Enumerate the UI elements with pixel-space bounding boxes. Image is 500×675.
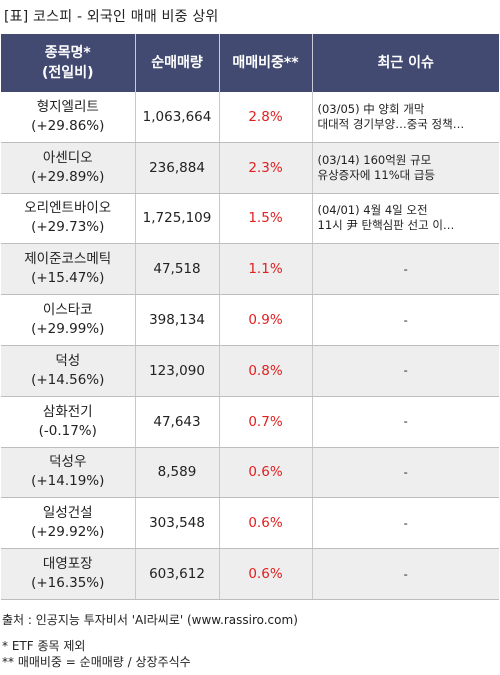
stock-change: (+29.99%) (31, 321, 105, 338)
stock-change: (+16.35%) (31, 575, 105, 592)
stock-name[interactable]: 제이준코스메틱 (24, 251, 112, 268)
ranking-table: 종목명* (전일비) 순매매량 매매비중** 최근 이슈 형지엘리트 (+29.8… (1, 34, 499, 600)
recent-issue: - (312, 548, 499, 600)
trade-ratio: 2.8% (219, 92, 313, 143)
stock-change: (+29.89%) (31, 168, 105, 185)
recent-issue: - (312, 447, 499, 499)
stock-change: (+14.56%) (31, 371, 105, 388)
trade-ratio: 0.6% (219, 497, 313, 550)
header-ratio: 매매비중** (219, 34, 313, 92)
recent-issue[interactable]: (03/14) 160억원 규모 유상증자에 11%대 급등 (312, 142, 499, 194)
stock-name[interactable]: 대영포장 (42, 556, 93, 573)
issue-line1: (03/05) 中 양회 개막 (317, 101, 425, 116)
trade-ratio: 0.9% (219, 294, 313, 346)
table-row: 덕성우 (+14.19%) 8,589 0.6% - (1, 447, 499, 499)
recent-issue: - (312, 243, 499, 296)
trade-ratio: 0.8% (219, 345, 313, 397)
stock-name[interactable]: 덕성우 (49, 454, 87, 471)
stock-name[interactable]: 형지엘리트 (36, 98, 99, 115)
issue-line2: 대대적 경기부양…중국 정책… (317, 116, 465, 131)
stock-name-cell: 덕성우 (+14.19%) (1, 447, 136, 499)
trade-ratio: 2.3% (219, 142, 313, 194)
stock-name[interactable]: 삼화전기 (42, 403, 93, 420)
issue-line1: (03/14) 160억원 규모 (317, 152, 432, 167)
recent-issue[interactable]: (04/01) 4월 4일 오전 11시 尹 탄핵심판 선고 이… (312, 193, 499, 245)
stock-change: (+15.47%) (31, 270, 105, 287)
header-issue: 최근 이슈 (312, 34, 499, 92)
net-volume: 398,134 (135, 294, 220, 346)
table-body: 형지엘리트 (+29.86%) 1,063,664 2.8% (03/05) 中 양회 … (1, 92, 499, 600)
stock-change: (+14.19%) (31, 473, 105, 490)
trade-ratio: 1.5% (219, 193, 313, 245)
stock-name-cell: 오리엔트바이오 (+29.73%) (1, 193, 136, 245)
stock-name-cell: 삼화전기 (-0.17%) (1, 396, 136, 448)
net-volume: 8,589 (135, 447, 220, 499)
recent-issue[interactable]: (03/05) 中 양회 개막 대대적 경기부양…중국 정책… (312, 92, 499, 143)
trade-ratio: 0.7% (219, 396, 313, 448)
stock-name-cell: 일성건설 (+29.92%) (1, 497, 136, 550)
net-volume: 47,518 (135, 243, 220, 296)
stock-change: (+29.92%) (31, 524, 105, 541)
recent-issue: - (312, 345, 499, 397)
table-title: [표] 코스피 - 외국인 매매 비중 상위 (4, 9, 219, 25)
stock-name-cell: 아센디오 (+29.89%) (1, 142, 136, 194)
table-row: 덕성 (+14.56%) 123,090 0.8% - (1, 345, 499, 397)
table-row: 이스타코 (+29.99%) 398,134 0.9% - (1, 294, 499, 346)
net-volume: 303,548 (135, 497, 220, 550)
table-row: 형지엘리트 (+29.86%) 1,063,664 2.8% (03/05) 中 양회 … (1, 92, 499, 143)
trade-ratio: 0.6% (219, 447, 313, 499)
stock-name-cell: 형지엘리트 (+29.86%) (1, 92, 136, 143)
table-row: 일성건설 (+29.92%) 303,548 0.6% - (1, 497, 499, 550)
net-volume: 236,884 (135, 142, 220, 194)
table-row: 삼화전기 (-0.17%) 47,643 0.7% - (1, 396, 499, 448)
stock-name[interactable]: 이스타코 (42, 302, 93, 319)
source-note: 출처 : 인공지능 투자비서 'AI라씨로' (www.rassiro.com) (2, 613, 298, 627)
stock-name-cell: 이스타코 (+29.99%) (1, 294, 136, 346)
stock-change: (+29.73%) (31, 219, 105, 236)
footnote-ratio: ** 매매비중 = 순매매량 / 상장주식수 (2, 655, 191, 669)
net-volume: 123,090 (135, 345, 220, 397)
stock-name-cell: 대영포장 (+16.35%) (1, 548, 136, 600)
table-row: 대영포장 (+16.35%) 603,612 0.6% - (1, 548, 499, 600)
stock-name[interactable]: 아센디오 (42, 149, 93, 166)
header-name-line2: (전일비) (42, 65, 94, 81)
issue-line2: 유상증자에 11%대 급등 (317, 167, 436, 182)
header-name-line1: 종목명* (44, 45, 91, 61)
table-row: 제이준코스메틱 (+15.47%) 47,518 1.1% - (1, 243, 499, 296)
stock-name-cell: 덕성 (+14.56%) (1, 345, 136, 397)
net-volume: 1,063,664 (135, 92, 220, 143)
trade-ratio: 0.6% (219, 548, 313, 600)
stock-change: (+29.86%) (31, 117, 105, 134)
header-volume: 순매매량 (135, 34, 220, 92)
footnote-etf: * ETF 종목 제외 (2, 639, 86, 653)
trade-ratio: 1.1% (219, 243, 313, 296)
table-row: 오리엔트바이오 (+29.73%) 1,725,109 1.5% (04/01) 4월 … (1, 193, 499, 245)
recent-issue: - (312, 497, 499, 550)
net-volume: 47,643 (135, 396, 220, 448)
stock-change: (-0.17%) (38, 422, 97, 439)
net-volume: 603,612 (135, 548, 220, 600)
stock-name-cell: 제이준코스메틱 (+15.47%) (1, 243, 136, 296)
net-volume: 1,725,109 (135, 193, 220, 245)
stock-name[interactable]: 오리엔트바이오 (24, 200, 112, 217)
recent-issue: - (312, 396, 499, 448)
recent-issue: - (312, 294, 499, 346)
table-row: 아센디오 (+29.89%) 236,884 2.3% (03/14) 160억원 규모… (1, 142, 499, 194)
issue-line1: (04/01) 4월 4일 오전 (317, 203, 428, 218)
header-name: 종목명* (전일비) (1, 34, 136, 92)
issue-line2: 11시 尹 탄핵심판 선고 이… (317, 218, 455, 233)
stock-name[interactable]: 일성건설 (42, 505, 93, 522)
header-row: 종목명* (전일비) 순매매량 매매비중** 최근 이슈 (1, 34, 499, 92)
stock-name[interactable]: 덕성 (55, 352, 81, 369)
